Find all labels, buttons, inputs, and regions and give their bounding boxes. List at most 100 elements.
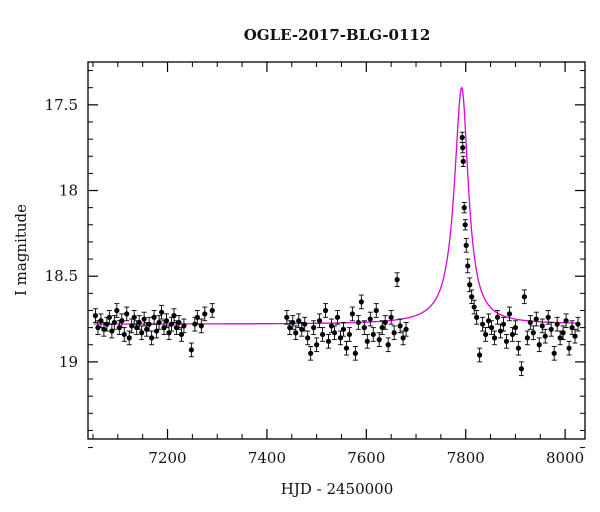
data-point: [563, 313, 569, 329]
point-marker: [382, 319, 388, 326]
data-point: [388, 310, 394, 325]
data-point: [158, 304, 165, 320]
point-marker: [497, 328, 504, 334]
point-marker: [198, 323, 204, 329]
point-marker: [331, 330, 338, 336]
point-marker: [361, 325, 367, 331]
data-point: [394, 272, 400, 287]
point-marker: [465, 263, 471, 269]
data-point: [163, 313, 170, 329]
data-point: [554, 316, 560, 332]
data-point: [305, 330, 311, 346]
data-point: [548, 322, 554, 337]
point-marker: [551, 350, 557, 356]
data-point: [533, 311, 539, 327]
point-marker: [388, 314, 394, 320]
data-point: [524, 330, 530, 346]
data-point: [459, 131, 465, 143]
data-point: [290, 315, 296, 330]
point-marker: [352, 350, 358, 356]
data-point: [530, 325, 536, 341]
data-point: [376, 332, 382, 347]
point-marker: [530, 330, 536, 336]
point-marker: [181, 323, 187, 329]
data-point: [124, 306, 130, 322]
data-point: [319, 327, 326, 342]
x-tick-label: 7600: [347, 449, 385, 467]
point-marker: [480, 321, 486, 327]
data-point: [308, 346, 314, 361]
point-marker: [391, 330, 397, 336]
point-marker: [560, 330, 566, 336]
point-marker: [334, 314, 341, 320]
data-point: [488, 320, 495, 335]
point-marker: [506, 311, 513, 317]
data-point: [465, 258, 471, 274]
data-point: [153, 323, 160, 339]
point-marker: [311, 325, 317, 331]
data-point: [542, 328, 548, 344]
data-point: [461, 202, 467, 214]
data-point: [181, 318, 187, 334]
data-point: [506, 306, 513, 322]
point-marker: [461, 205, 467, 211]
point-marker: [521, 294, 527, 300]
point-marker: [340, 326, 347, 332]
point-marker: [545, 314, 551, 320]
point-marker: [158, 309, 165, 315]
data-point: [460, 155, 466, 167]
point-marker: [106, 314, 112, 320]
data-point: [536, 337, 542, 353]
point-marker: [467, 282, 473, 288]
point-marker: [194, 314, 200, 320]
x-axis-label: HJD - 2450000: [281, 480, 394, 498]
data-point: [403, 322, 409, 337]
point-marker: [149, 335, 155, 341]
data-points: [92, 131, 581, 377]
x-tick-label: 7400: [248, 449, 286, 467]
point-marker: [343, 345, 350, 351]
data-point: [139, 325, 145, 341]
point-marker: [95, 325, 101, 331]
data-point: [194, 310, 200, 325]
data-point: [284, 310, 290, 325]
point-marker: [483, 331, 489, 338]
data-point: [512, 320, 519, 335]
point-marker: [364, 338, 370, 344]
model-curve: [94, 86, 579, 325]
point-marker: [572, 333, 578, 339]
point-marker: [111, 319, 117, 326]
point-marker: [515, 345, 522, 351]
data-point: [114, 303, 120, 318]
data-point: [539, 318, 545, 334]
data-point: [463, 238, 469, 253]
x-tick-label: 7800: [447, 449, 485, 467]
data-point: [364, 334, 370, 349]
data-point: [467, 277, 473, 293]
data-point: [136, 315, 142, 330]
point-marker: [119, 318, 125, 324]
point-marker: [328, 323, 335, 329]
point-marker: [403, 326, 409, 332]
point-marker: [156, 319, 162, 326]
point-marker: [284, 314, 290, 320]
point-marker: [527, 319, 533, 326]
point-marker: [500, 321, 507, 327]
data-point: [373, 303, 379, 318]
data-point: [209, 303, 215, 318]
point-marker: [346, 331, 353, 338]
data-point: [370, 327, 376, 342]
point-marker: [474, 314, 480, 320]
point-marker: [477, 352, 483, 358]
data-point: [92, 308, 99, 323]
point-marker: [171, 313, 177, 319]
point-marker: [121, 331, 127, 338]
point-marker: [518, 366, 524, 372]
point-marker: [355, 319, 361, 326]
point-marker: [460, 158, 466, 164]
data-point: [361, 320, 367, 335]
point-marker: [92, 313, 99, 319]
data-point: [382, 315, 388, 330]
point-marker: [394, 277, 400, 283]
point-marker: [131, 314, 137, 320]
